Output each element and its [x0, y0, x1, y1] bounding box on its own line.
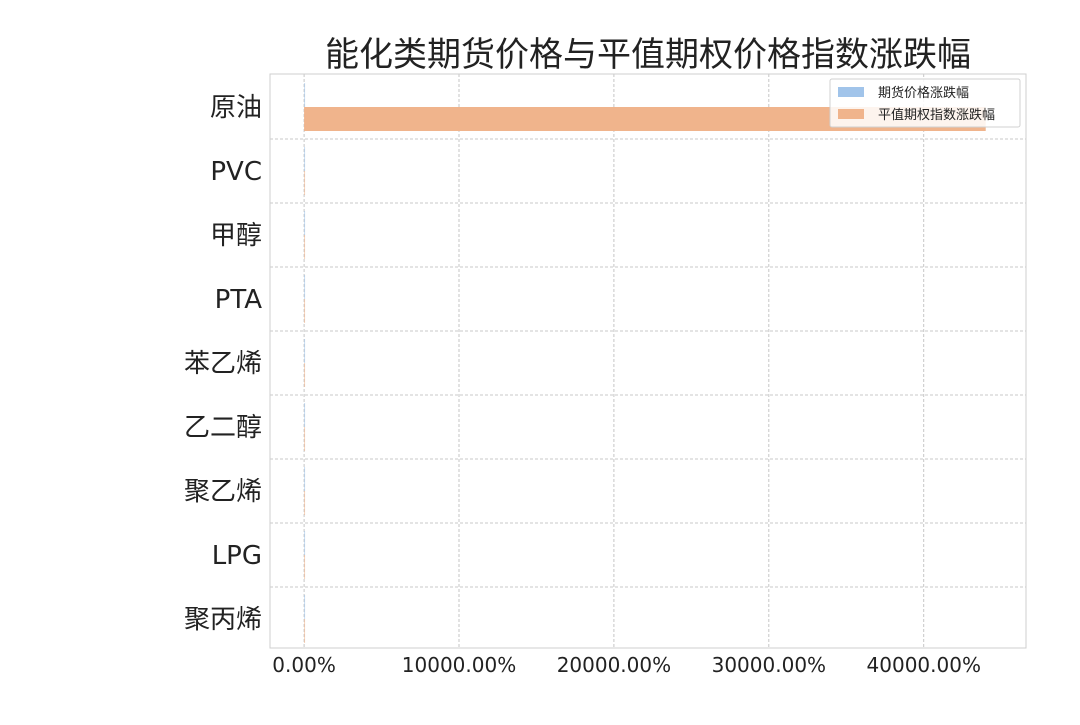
x-tick-label: 0.00%	[272, 653, 336, 677]
legend-swatch	[838, 87, 864, 97]
grid-lines	[270, 74, 1026, 648]
category-label: 原油	[210, 93, 262, 123]
bar	[304, 427, 306, 451]
bar	[304, 275, 306, 299]
legend-swatch	[838, 109, 864, 119]
x-tick-label: 30000.00%	[712, 653, 826, 677]
category-label: LPG	[212, 541, 262, 571]
plot-frame	[269, 73, 1027, 649]
bar	[304, 555, 306, 579]
category-label: 苯乙烯	[184, 349, 262, 379]
x-tick-label: 10000.00%	[402, 653, 516, 677]
bar	[304, 171, 306, 195]
x-tick-labels: 0.00% 10000.00% 20000.00% 30000.00% 40000.00…	[272, 653, 981, 677]
x-tick-label: 20000.00%	[557, 653, 671, 677]
category-label: 聚丙烯	[184, 605, 262, 635]
category-label: PVC	[210, 157, 262, 187]
bar	[304, 595, 306, 619]
bar	[304, 83, 306, 107]
bar	[304, 235, 306, 259]
legend-label: 期货价格涨跌幅	[878, 85, 969, 101]
category-label: 乙二醇	[184, 413, 262, 443]
category-label: PTA	[215, 285, 263, 315]
bar	[304, 363, 306, 387]
bars	[304, 83, 986, 643]
bar	[304, 467, 306, 491]
bar	[304, 147, 306, 171]
x-tick-label: 40000.00%	[867, 653, 981, 677]
bar	[304, 403, 306, 427]
legend-label: 平值期权指数涨跌幅	[878, 107, 995, 123]
bar	[304, 619, 306, 643]
chart-title: 能化类期货价格与平值期权价格指数涨跌幅	[325, 35, 971, 75]
legend-box	[829, 78, 1021, 128]
bar	[304, 299, 306, 323]
bar	[304, 211, 306, 235]
bar	[304, 531, 306, 555]
category-label: 甲醇	[210, 221, 262, 251]
bar	[304, 339, 306, 363]
category-label: 聚乙烯	[184, 477, 262, 507]
bar	[304, 491, 306, 515]
